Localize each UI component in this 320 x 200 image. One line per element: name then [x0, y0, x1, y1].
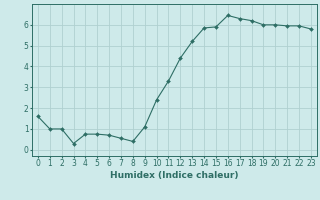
X-axis label: Humidex (Indice chaleur): Humidex (Indice chaleur) — [110, 171, 239, 180]
